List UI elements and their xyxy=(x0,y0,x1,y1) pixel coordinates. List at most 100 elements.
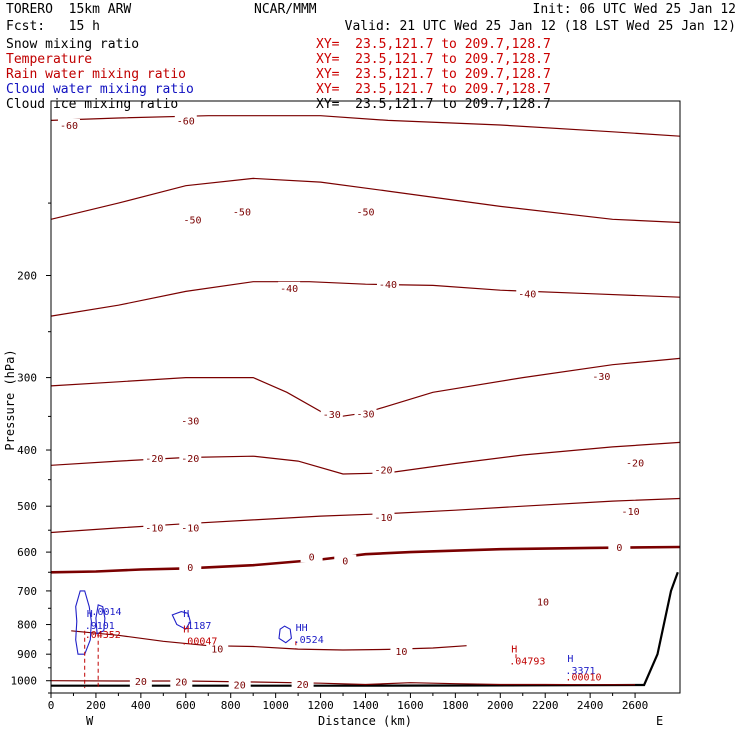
maximum-marker: H xyxy=(511,645,517,656)
isotherm-line xyxy=(50,115,681,137)
y-tick-label: 300 xyxy=(17,372,37,385)
isotherm-label-bg xyxy=(390,644,413,657)
maximum-value-label: .04793 xyxy=(509,657,545,668)
cloud-contour-layer xyxy=(75,590,517,689)
header-center: NCAR/MMM xyxy=(254,2,317,17)
isotherm-line xyxy=(50,281,681,317)
isotherm-line xyxy=(50,545,681,574)
isotherm-label-bg xyxy=(57,118,80,131)
legend-snow-xy: XY= 23.5,121.7 to 209.7,128.7 xyxy=(316,37,551,52)
isotherm-layer xyxy=(50,115,681,686)
x-tick-label: 200 xyxy=(86,699,106,712)
legend-snow-label: Snow mixing ratio xyxy=(6,37,140,52)
isotherm-label-bg xyxy=(170,675,193,688)
isotherm-label: -30 xyxy=(181,417,199,428)
maximum-value-label: .04352 xyxy=(85,630,121,641)
isotherm-label-bg xyxy=(619,505,642,518)
x-tick-label: 400 xyxy=(131,699,151,712)
legend-rain-label: Rain water mixing ratio xyxy=(6,67,187,82)
isotherm-label-bg xyxy=(230,205,253,218)
maximum-value-label: .00047 xyxy=(181,636,217,647)
cloud-water-contour xyxy=(278,625,292,644)
isotherm-label-bg xyxy=(372,511,395,524)
x-tick-label: 1400 xyxy=(352,699,379,712)
x-tick-label: 1800 xyxy=(442,699,469,712)
maximum-value-label: .0524 xyxy=(294,635,324,646)
isotherm-label-bg xyxy=(516,287,539,300)
header-model: TORERO 15km ARW xyxy=(6,2,132,17)
isotherm-label: -60 xyxy=(177,116,195,127)
isotherm-label-bg xyxy=(228,678,251,691)
cloud-water-contour xyxy=(95,604,106,635)
y-tick-label: 700 xyxy=(17,585,37,598)
isotherm-label: -40 xyxy=(518,290,536,301)
isotherm-label: 10 xyxy=(537,597,549,608)
isotherm-label-bg xyxy=(179,521,202,534)
isotherm-label-bg xyxy=(179,414,202,427)
isotherm-label: -30 xyxy=(592,372,610,383)
isotherm-label: -50 xyxy=(356,207,374,218)
maximum-marker: H xyxy=(183,624,189,635)
header-init: Init: 06 UTC Wed 25 Jan 12 xyxy=(532,2,737,17)
isotherm-label-bg xyxy=(320,408,343,421)
isotherm-label: -20 xyxy=(626,458,644,469)
isotherm-label-bg xyxy=(376,278,399,291)
x-tick-label: 800 xyxy=(221,699,241,712)
isotherm-label: -10 xyxy=(374,513,392,524)
isotherm-label-bg xyxy=(143,452,166,465)
isotherm-label-bg xyxy=(624,456,647,469)
y-tick-label: 400 xyxy=(17,444,37,457)
isotherm-label-bg xyxy=(179,560,202,573)
isotherm-label: -40 xyxy=(379,280,397,291)
isotherm-label-bg xyxy=(278,281,301,294)
isotherm-label-bg xyxy=(590,369,613,382)
y-tick-label: 800 xyxy=(17,619,37,632)
isotherm-label-bg xyxy=(143,521,166,534)
x-axis-label: Distance (km) xyxy=(318,714,412,728)
isotherm-label: 20 xyxy=(297,680,309,691)
x-tick-label: 2600 xyxy=(622,699,649,712)
endpoint-east: E xyxy=(656,714,663,728)
isotherm-label: -20 xyxy=(181,454,199,465)
isotherm-label: 10 xyxy=(211,645,223,656)
x-tick-label: 1000 xyxy=(262,699,289,712)
x-tick-label: 1200 xyxy=(307,699,334,712)
x-tick-label: 0 xyxy=(48,699,55,712)
maximum-value-label: .3371 xyxy=(565,666,595,677)
y-tick-label: 600 xyxy=(17,546,37,559)
isotherm-label: 0 xyxy=(616,543,622,554)
isotherm-label: -30 xyxy=(356,410,374,421)
isotherm-label-bg xyxy=(206,642,229,655)
isotherm-label: 0 xyxy=(187,563,193,574)
isotherm-label-bg xyxy=(179,452,202,465)
maximum-value-label: .0014 xyxy=(91,607,121,618)
isotherm-label: 0 xyxy=(342,556,348,567)
isotherm-label-bg xyxy=(354,205,377,218)
axis-layer: 0 200 400 600 800 1000 1200 1400 1600 1800 2000 220… xyxy=(11,100,681,712)
isotherm-label-bg xyxy=(608,541,631,554)
maximum-value-label: .9101 xyxy=(85,621,115,632)
isotherm-label: -60 xyxy=(60,121,78,132)
maximum-value-label: .00010 xyxy=(565,673,601,684)
y-tick-label: 900 xyxy=(17,648,37,661)
y-tick-label: 500 xyxy=(17,500,37,513)
isotherm-label: -50 xyxy=(233,207,251,218)
maximum-marker: H xyxy=(183,609,189,620)
isotherm-label: 10 xyxy=(395,647,407,658)
isotherm-label-bg xyxy=(354,407,377,420)
isotherm-label-bg xyxy=(174,114,197,127)
isotherm-label: 0 xyxy=(309,552,315,563)
legend-rain-xy: XY= 23.5,121.7 to 209.7,128.7 xyxy=(316,67,551,82)
x-tick-label: 2000 xyxy=(487,699,514,712)
maximum-value-label: .1187 xyxy=(181,621,211,632)
legend-temperature-label: Temperature xyxy=(6,52,93,67)
isotherm-label-bg xyxy=(334,554,357,567)
isotherm-label-bg xyxy=(291,678,314,691)
isotherm-label: -20 xyxy=(374,465,392,476)
y-tick-label: 200 xyxy=(17,270,37,283)
isotherm-label: -10 xyxy=(181,523,199,534)
x-tick-label: 600 xyxy=(176,699,196,712)
x-tick-label: 2400 xyxy=(577,699,604,712)
isotherm-label: -10 xyxy=(145,523,163,534)
isotherm-label-bg xyxy=(300,550,323,563)
